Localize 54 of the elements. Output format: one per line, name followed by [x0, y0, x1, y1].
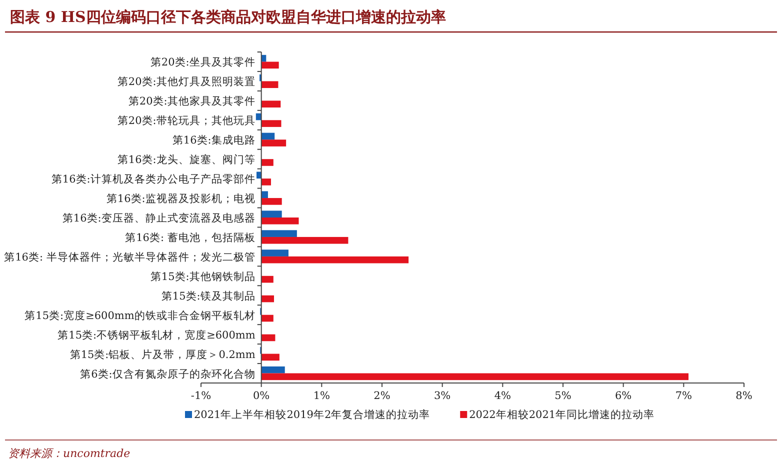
bar — [261, 210, 282, 218]
y-tick-label: 第16类:变压器、静止式变流器及电感器 — [62, 212, 256, 224]
y-tick-label: 第16类: 半导体器件；光敏半导体器件；发光二极管 — [4, 250, 256, 264]
bar — [261, 295, 274, 302]
x-tick-label: 3% — [434, 390, 451, 402]
bar — [261, 373, 688, 380]
bar — [261, 314, 274, 322]
y-tick-label: 第16类:计算机及各类办公电子产品零部件 — [51, 172, 256, 186]
bar — [261, 198, 282, 205]
bar — [261, 218, 299, 224]
bar — [261, 276, 274, 283]
bar — [261, 120, 282, 127]
y-tick-label: 第15类:不锈钢平板轧材，宽度≥600mm — [58, 328, 256, 342]
x-tick-label: 7% — [675, 390, 692, 402]
y-tick-label: 第15类:镁及其制品 — [161, 289, 256, 302]
legend-label: 2021年上半年相较2019年2年复合增速的拉动率 — [194, 408, 430, 421]
x-tick-label: 4% — [494, 390, 512, 402]
y-tick-label: 第16类:龙头、旋塞、阀门等 — [117, 153, 256, 166]
bar — [261, 236, 348, 244]
bar — [261, 230, 297, 237]
bar — [261, 81, 278, 88]
bar — [261, 178, 271, 186]
y-tick-label: 第16类:监视器及投影机；电视 — [106, 192, 256, 206]
y-tick-label: 第20类:其他家具及其零件 — [128, 94, 256, 108]
y-tick-label: 第15类:其他钢铁制品 — [150, 270, 256, 283]
y-tick-label: 第20类:坐具及其零件 — [150, 56, 256, 69]
y-tick-label: 第15类:铝板、片及带，厚度＞0.2mm — [70, 348, 256, 361]
x-tick-label: 2% — [374, 390, 390, 402]
bar — [261, 100, 281, 108]
legend-label: 2022年相较2021年同比增速的拉动率 — [469, 408, 655, 421]
bar — [256, 172, 262, 179]
bar — [261, 140, 286, 146]
bar — [261, 250, 288, 256]
bar — [261, 132, 275, 140]
y-tick-label: 第20类:带轮玩具；其他玩具 — [117, 114, 256, 128]
x-tick-label: 8% — [736, 390, 752, 402]
x-tick-label: 0% — [252, 390, 270, 402]
y-tick-label: 第16类:集成电路 — [172, 134, 256, 147]
bar — [261, 256, 409, 264]
x-tick-label: -1% — [190, 390, 212, 402]
x-tick-label: 5% — [554, 390, 572, 402]
bar — [261, 62, 279, 69]
x-tick-label: 1% — [313, 390, 330, 402]
y-tick-label: 第6类:仅含有氮杂原子的杂环化合物 — [80, 367, 256, 380]
x-tick-label: 6% — [614, 390, 632, 402]
y-tick-label: 第20类:其他灯具及照明装置 — [117, 75, 256, 88]
y-tick-label: 第16类: 蓄电池，包括隔板 — [125, 230, 256, 244]
chart-title: 图表 9 HS四位编码口径下各类商品对欧盟自华进口增速的拉动率 — [10, 8, 446, 26]
text: 资料来源：uncomtrade — [8, 447, 131, 460]
bar — [261, 354, 280, 361]
bar — [261, 366, 285, 374]
bar — [261, 191, 268, 198]
bar — [261, 159, 274, 166]
y-tick-label: 第15类:宽度≥600mm的铁或非合金钢平板轧材 — [24, 308, 256, 322]
